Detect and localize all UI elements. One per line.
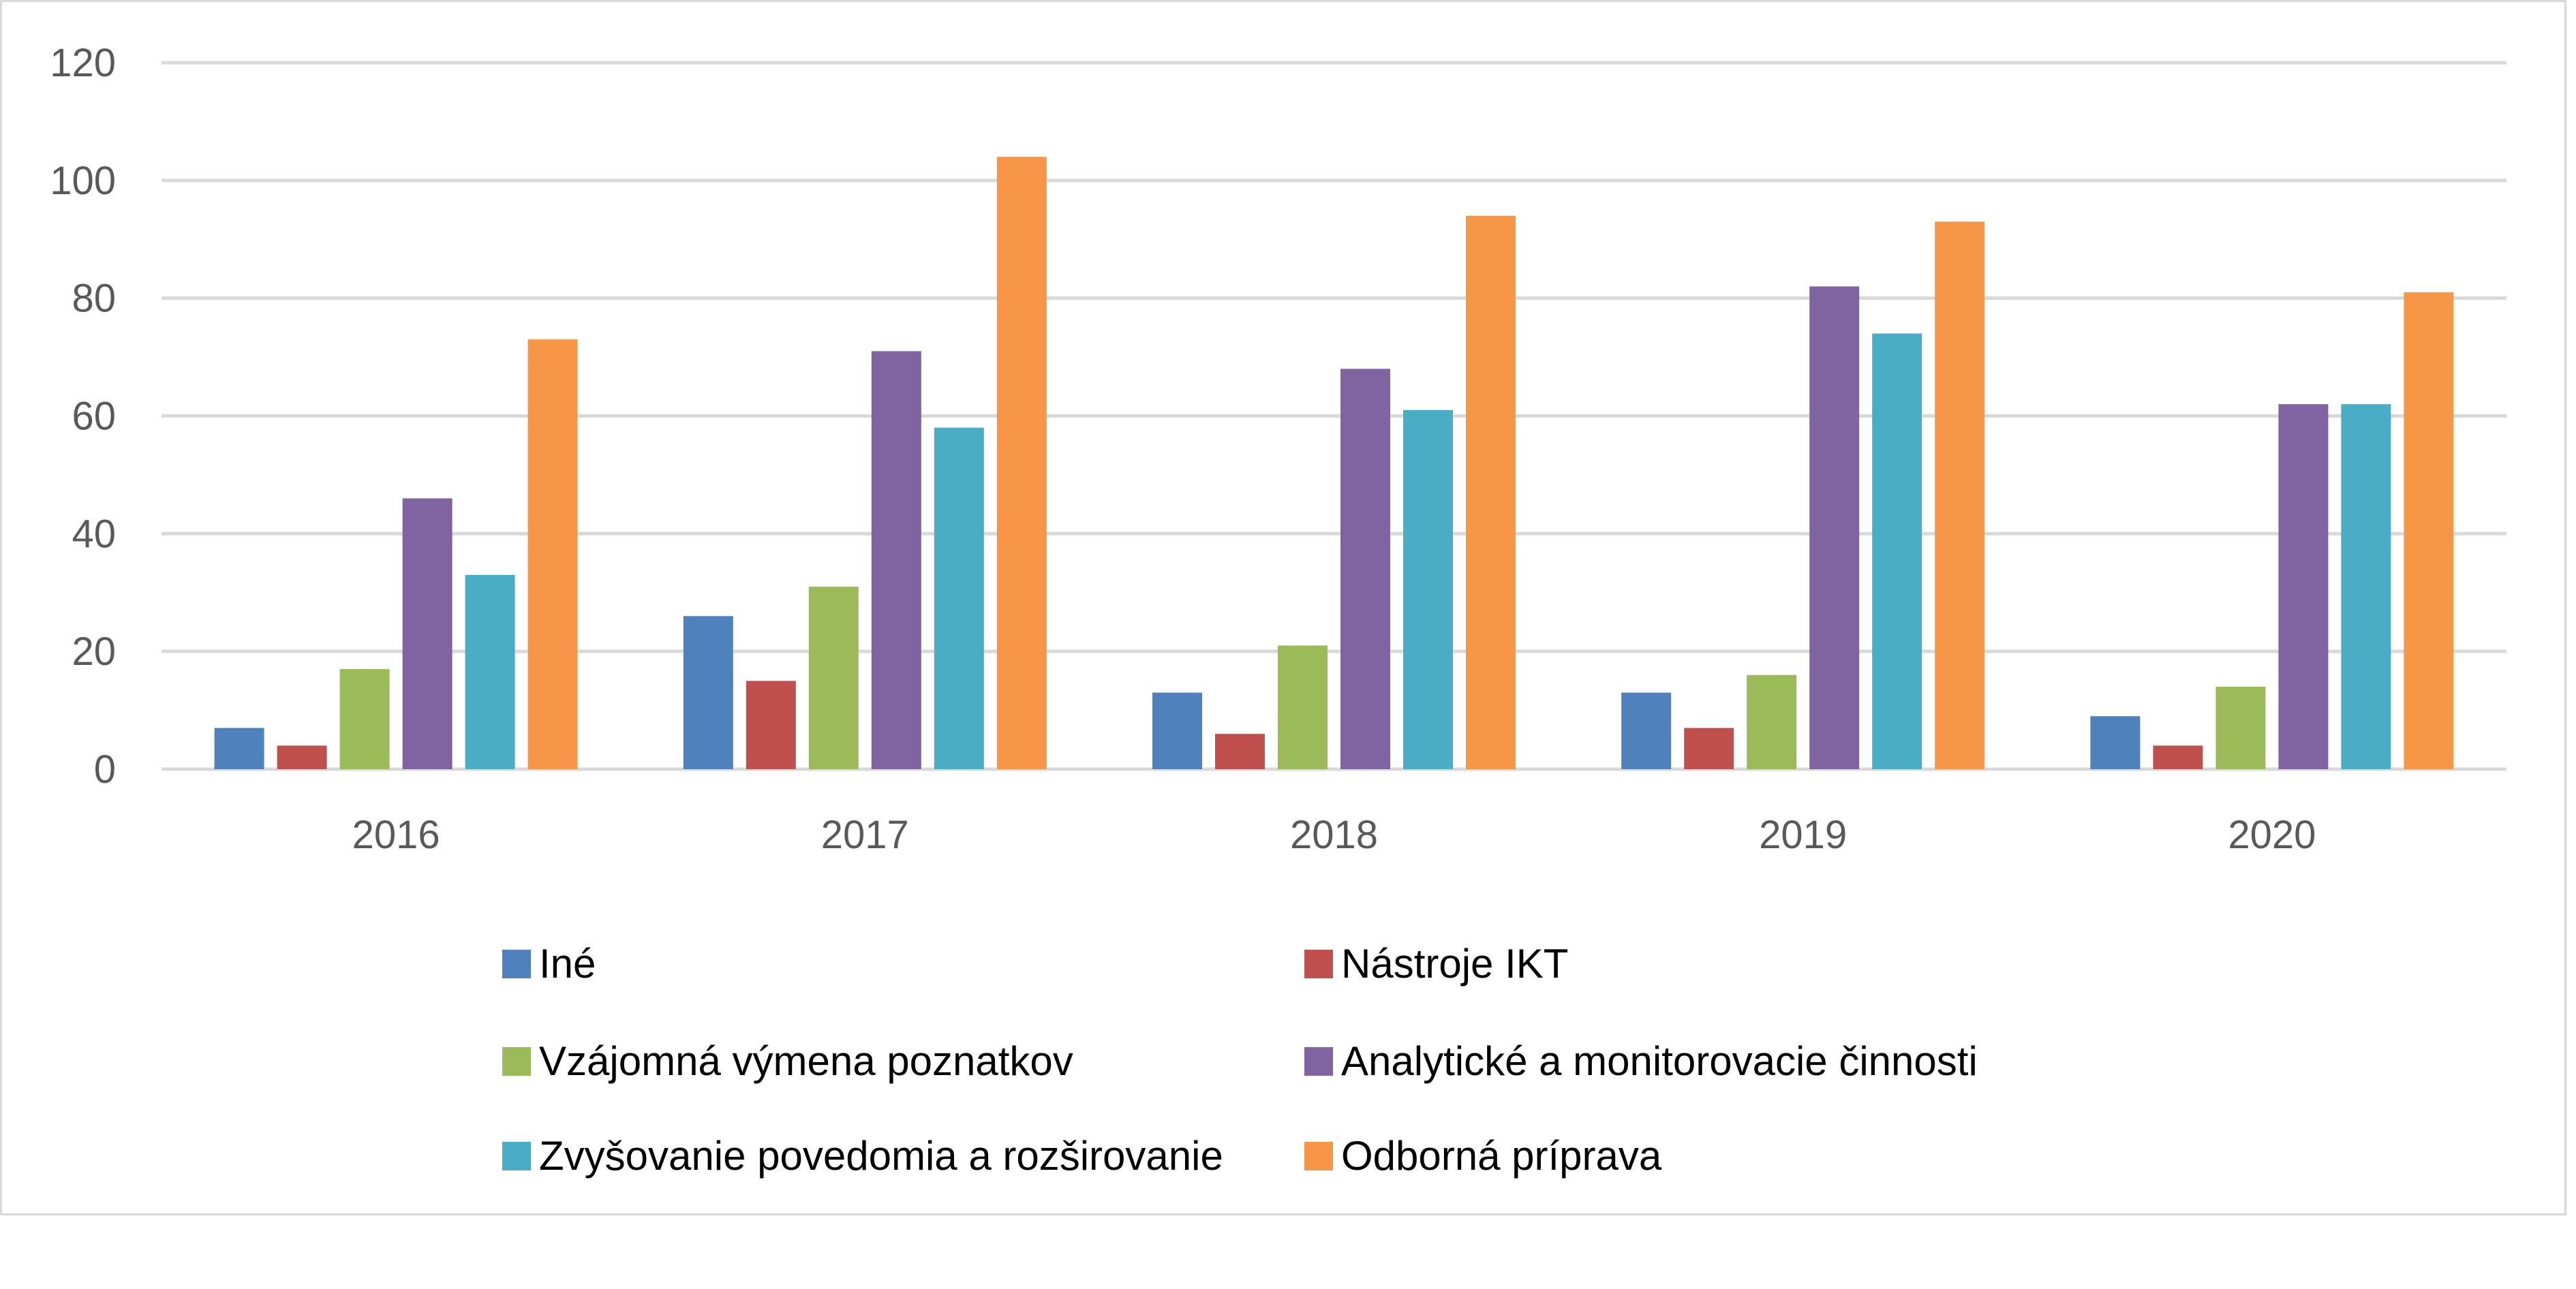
bar-2019-series-3: [1809, 286, 1860, 770]
x-tick-label: 2017: [821, 813, 909, 857]
bar-2018-series-4: [1403, 409, 1453, 769]
legend-swatch: [1304, 949, 1333, 978]
bar-2016-series-3: [402, 498, 453, 769]
bar-2017-series-4: [934, 427, 984, 769]
legend-label: Vzájomná výmena poznatkov: [539, 1038, 1073, 1084]
bar-2017-series-1: [746, 681, 796, 769]
legend-item: Vzájomná výmena poznatkov: [502, 1038, 1073, 1085]
bar-2017-series-2: [808, 587, 859, 769]
y-tick-label: 60: [72, 394, 116, 439]
x-tick-label: 2018: [1290, 813, 1378, 857]
legend-swatch: [1304, 1046, 1333, 1076]
y-tick-label: 100: [50, 159, 116, 203]
y-tick-label: 20: [72, 630, 116, 674]
bar-2019-series-2: [1747, 674, 1797, 769]
bar-2016-series-4: [465, 574, 515, 769]
bar-2019-series-4: [1872, 333, 1922, 769]
chart-frame: [0, 0, 2566, 1215]
bar-2016-series-2: [339, 669, 390, 769]
bar-2019-series-1: [1684, 728, 1734, 769]
bar-2017-series-3: [871, 351, 921, 769]
bar-2017-series-5: [996, 157, 1047, 769]
bar-2020-series-3: [2278, 404, 2329, 769]
bar-2020-series-1: [2153, 745, 2203, 769]
legend-swatch: [1304, 1141, 1333, 1170]
legend-label: Zvyšovanie povedomia a rozširovanie: [539, 1133, 1223, 1179]
legend-item: Zvyšovanie povedomia a rozširovanie: [502, 1132, 1223, 1179]
legend-item: Iné: [502, 940, 596, 987]
bar-2016-series-5: [527, 339, 578, 769]
bar-2019-series-5: [1935, 221, 1985, 769]
legend-label: Iné: [539, 941, 596, 987]
legend-label: Nástroje IKT: [1341, 941, 1569, 987]
bar-2018-series-0: [1152, 692, 1202, 769]
y-tick-label: 80: [72, 277, 116, 321]
bar-2019-series-0: [1621, 692, 1672, 769]
bar-2018-series-3: [1340, 369, 1390, 769]
bar-2017-series-0: [683, 616, 733, 769]
x-tick-label: 2019: [1759, 813, 1847, 857]
legend-label: Analytické a monitorovacie činnosti: [1341, 1038, 1978, 1084]
bar-2020-series-2: [2215, 687, 2266, 769]
legend-item: Nástroje IKT: [1304, 940, 1568, 987]
bar-2020-series-5: [2404, 292, 2454, 769]
bar-2016-series-1: [277, 745, 327, 769]
y-tick-label: 120: [50, 41, 116, 85]
legend-item: Analytické a monitorovacie činnosti: [1304, 1038, 1978, 1085]
bar-2016-series-0: [214, 728, 264, 769]
legend-swatch: [502, 1046, 531, 1076]
y-tick-label: 0: [94, 747, 116, 792]
legend-swatch: [502, 1141, 531, 1170]
y-tick-label: 40: [72, 512, 116, 556]
bar-2020-series-4: [2341, 404, 2391, 769]
legend-item: Odborná príprava: [1304, 1132, 1661, 1179]
legend-label: Odborná príprava: [1341, 1133, 1662, 1179]
legend-swatch: [502, 949, 531, 978]
bar-2018-series-1: [1215, 734, 1265, 769]
bar-2018-series-5: [1466, 215, 1516, 769]
bar-2018-series-2: [1278, 645, 1328, 769]
bar-2020-series-0: [2090, 716, 2141, 769]
x-tick-label: 2016: [352, 813, 440, 857]
x-tick-label: 2020: [2228, 813, 2316, 857]
